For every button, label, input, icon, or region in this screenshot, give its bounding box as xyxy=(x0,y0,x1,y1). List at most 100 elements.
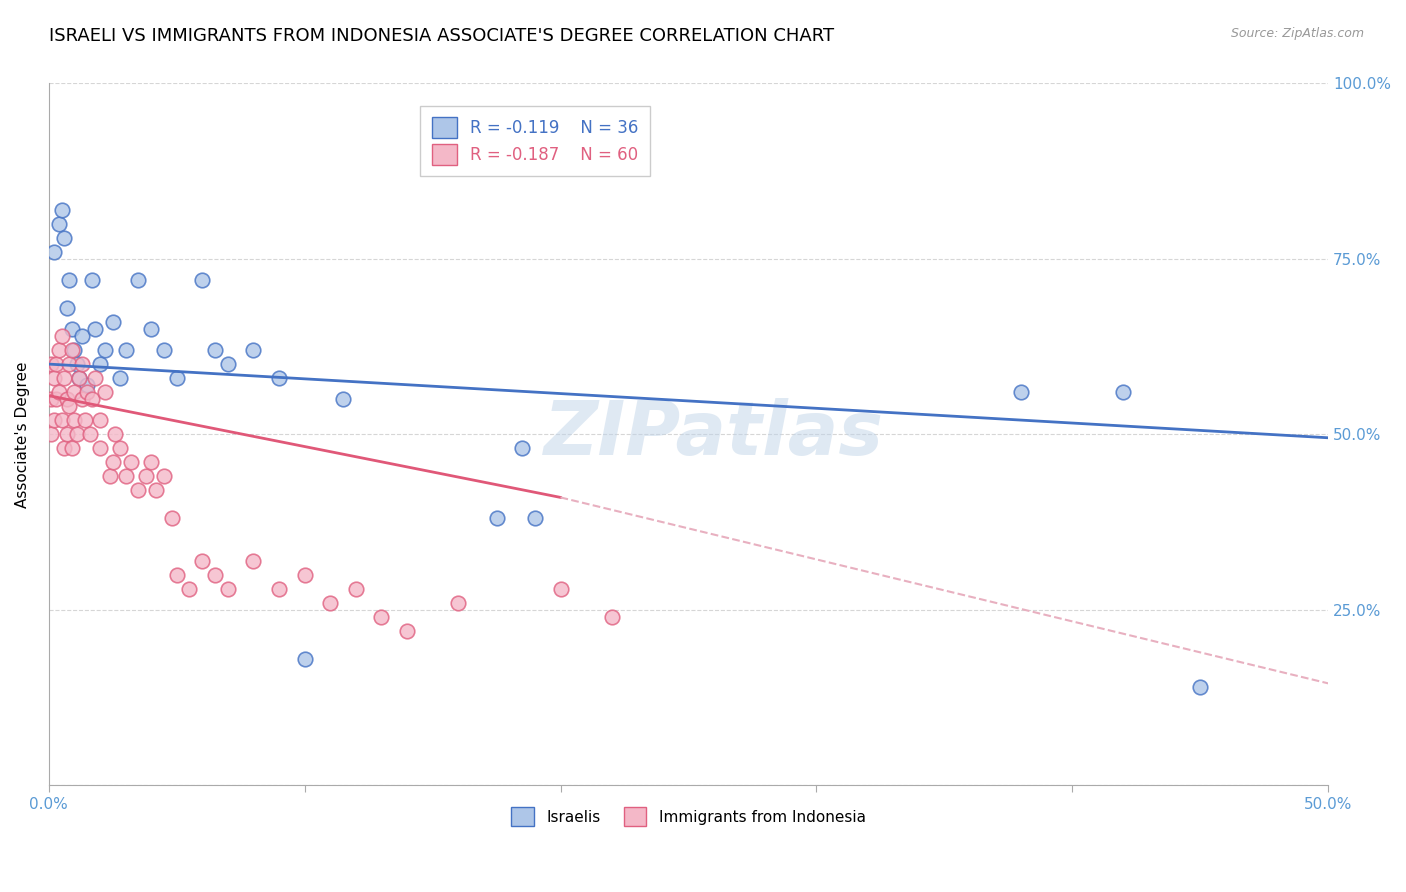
Point xyxy=(82,273,104,287)
Point xyxy=(66,357,89,371)
Point xyxy=(69,371,91,385)
Point xyxy=(89,442,111,456)
Point xyxy=(114,343,136,357)
Point xyxy=(110,442,132,456)
Point xyxy=(48,217,70,231)
Point xyxy=(145,483,167,498)
Point xyxy=(204,343,226,357)
Point xyxy=(166,567,188,582)
Point xyxy=(600,609,623,624)
Point xyxy=(242,343,264,357)
Point xyxy=(191,553,214,567)
Point xyxy=(58,399,80,413)
Point xyxy=(485,511,508,525)
Point xyxy=(217,582,239,596)
Point xyxy=(51,202,73,217)
Point xyxy=(101,455,124,469)
Point xyxy=(1010,385,1032,400)
Text: ISRAELI VS IMMIGRANTS FROM INDONESIA ASSOCIATE'S DEGREE CORRELATION CHART: ISRAELI VS IMMIGRANTS FROM INDONESIA ASS… xyxy=(49,27,834,45)
Point xyxy=(447,596,470,610)
Point xyxy=(550,582,572,596)
Point xyxy=(63,413,86,427)
Point xyxy=(55,427,77,442)
Point xyxy=(70,392,93,407)
Point xyxy=(135,469,157,483)
Point xyxy=(89,413,111,427)
Point xyxy=(48,343,70,357)
Point xyxy=(82,392,104,407)
Point xyxy=(139,455,162,469)
Point xyxy=(139,322,162,336)
Point xyxy=(63,343,86,357)
Legend: Israelis, Immigrants from Indonesia: Israelis, Immigrants from Indonesia xyxy=(503,799,873,834)
Y-axis label: Associate's Degree: Associate's Degree xyxy=(15,361,30,508)
Point xyxy=(94,385,117,400)
Point xyxy=(160,511,183,525)
Point xyxy=(51,329,73,343)
Point xyxy=(53,442,76,456)
Point xyxy=(39,357,62,371)
Point xyxy=(42,244,65,259)
Point xyxy=(70,329,93,343)
Point xyxy=(63,385,86,400)
Point xyxy=(101,315,124,329)
Point xyxy=(1189,680,1212,694)
Point xyxy=(395,624,418,638)
Point xyxy=(53,371,76,385)
Point xyxy=(153,343,176,357)
Point xyxy=(76,385,98,400)
Point xyxy=(332,392,354,407)
Point xyxy=(42,413,65,427)
Point xyxy=(267,371,290,385)
Point xyxy=(166,371,188,385)
Point xyxy=(98,469,121,483)
Point xyxy=(60,343,83,357)
Point xyxy=(45,357,67,371)
Point xyxy=(191,273,214,287)
Point xyxy=(344,582,367,596)
Point xyxy=(42,371,65,385)
Point xyxy=(294,652,316,666)
Point xyxy=(55,301,77,315)
Point xyxy=(69,371,91,385)
Point xyxy=(53,231,76,245)
Point xyxy=(60,442,83,456)
Point xyxy=(94,343,117,357)
Point xyxy=(83,322,105,336)
Point xyxy=(110,371,132,385)
Point xyxy=(127,273,149,287)
Text: Source: ZipAtlas.com: Source: ZipAtlas.com xyxy=(1230,27,1364,40)
Point xyxy=(120,455,142,469)
Point xyxy=(127,483,149,498)
Point xyxy=(89,357,111,371)
Point xyxy=(70,357,93,371)
Point xyxy=(114,469,136,483)
Point xyxy=(83,371,105,385)
Point xyxy=(66,427,89,442)
Point xyxy=(1112,385,1135,400)
Point xyxy=(370,609,392,624)
Point xyxy=(104,427,127,442)
Point xyxy=(55,392,77,407)
Point xyxy=(204,567,226,582)
Point xyxy=(39,392,62,407)
Point xyxy=(217,357,239,371)
Point xyxy=(294,567,316,582)
Text: ZIPatlas: ZIPatlas xyxy=(544,398,884,471)
Point xyxy=(60,322,83,336)
Point xyxy=(510,442,533,456)
Point xyxy=(319,596,342,610)
Point xyxy=(58,273,80,287)
Point xyxy=(76,378,98,392)
Point xyxy=(267,582,290,596)
Point xyxy=(523,511,546,525)
Point xyxy=(39,427,62,442)
Point xyxy=(48,385,70,400)
Point xyxy=(51,413,73,427)
Point xyxy=(58,357,80,371)
Point xyxy=(73,413,96,427)
Point xyxy=(179,582,201,596)
Point xyxy=(45,392,67,407)
Point xyxy=(242,553,264,567)
Point xyxy=(153,469,176,483)
